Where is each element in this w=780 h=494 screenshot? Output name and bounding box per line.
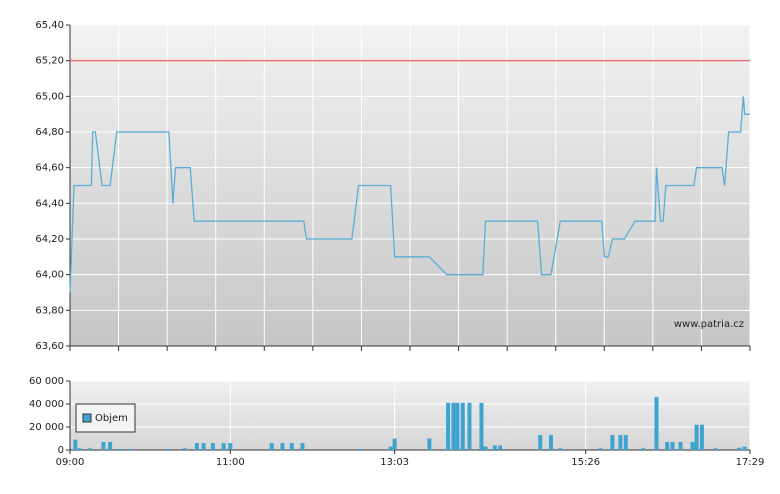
volume-bar <box>446 402 451 450</box>
volume-bar <box>280 443 285 450</box>
price-line <box>69 96 750 293</box>
plot-background <box>70 381 750 450</box>
y-tick-label: 20 000 <box>29 422 64 433</box>
volume-bar <box>451 402 456 450</box>
y-tick-label: 64,80 <box>35 127 64 138</box>
volume-bar <box>427 438 432 450</box>
y-tick-label: 64,00 <box>35 270 64 281</box>
volume-bar <box>194 443 199 450</box>
y-tick-label: 65,20 <box>35 56 64 67</box>
volume-bar <box>228 443 233 450</box>
y-tick-label: 0 <box>58 445 64 456</box>
volume-bar <box>610 435 615 450</box>
volume-bar <box>101 441 106 450</box>
volume-bar <box>388 446 393 450</box>
volume-bar <box>641 448 646 450</box>
x-tick-label: 17:29 <box>736 457 765 468</box>
x-tick-label: 13:03 <box>380 457 409 468</box>
volume-bar <box>678 441 683 450</box>
volume-bar <box>479 402 484 450</box>
volume-bar <box>117 448 122 450</box>
volume-bar <box>598 448 603 450</box>
volume-bar <box>558 448 563 450</box>
volume-bar <box>690 441 695 450</box>
y-tick-label: 60 000 <box>29 376 64 387</box>
legend-swatch <box>82 413 92 423</box>
volume-bar <box>128 448 133 450</box>
volume-bar <box>538 435 543 450</box>
volume-bar <box>548 435 553 450</box>
volume-bar <box>694 424 699 450</box>
volume-bar <box>460 402 465 450</box>
y-tick-label: 64,20 <box>35 234 64 245</box>
volume-bar <box>77 448 82 450</box>
y-tick-label: 65,40 <box>35 20 64 31</box>
volume-bar <box>182 448 187 450</box>
x-tick-label: 15:26 <box>571 457 600 468</box>
volume-bar <box>289 443 294 450</box>
volume-bar <box>210 443 215 450</box>
volume-bar <box>165 448 170 450</box>
volume-bar <box>492 445 497 450</box>
x-tick-label: 09:00 <box>56 457 85 468</box>
volume-bar <box>221 443 226 450</box>
volume-bar <box>357 448 362 450</box>
y-tick-label: 64,60 <box>35 163 64 174</box>
y-tick-label: 64,40 <box>35 198 64 209</box>
volume-bar <box>618 435 623 450</box>
legend-label: Objem <box>95 413 128 424</box>
volume-bar <box>483 446 488 450</box>
y-tick-label: 65,00 <box>35 91 64 102</box>
volume-bar <box>300 443 305 450</box>
volume-bar <box>73 439 78 450</box>
volume-bar <box>392 438 397 450</box>
watermark: www.patria.cz <box>674 319 744 330</box>
volume-bar <box>713 448 718 450</box>
volume-bar <box>498 445 503 450</box>
volume-bar <box>670 441 675 450</box>
y-tick-label: 40 000 <box>29 399 64 410</box>
volume-bar <box>88 448 93 450</box>
volume-bar <box>201 443 206 450</box>
volume-bar <box>623 435 628 450</box>
y-tick-label: 63,80 <box>35 305 64 316</box>
volume-bar <box>269 443 274 450</box>
y-tick-label: 63,60 <box>35 341 64 352</box>
volume-bar <box>665 441 670 450</box>
volume-bar <box>737 447 742 450</box>
volume-bar <box>455 402 460 450</box>
volume-bar <box>467 402 472 450</box>
volume-bar <box>654 397 659 450</box>
volume-bar <box>699 424 704 450</box>
volume-bar <box>108 441 113 450</box>
volume-bar <box>742 446 747 450</box>
x-tick-label: 11:00 <box>216 457 245 468</box>
